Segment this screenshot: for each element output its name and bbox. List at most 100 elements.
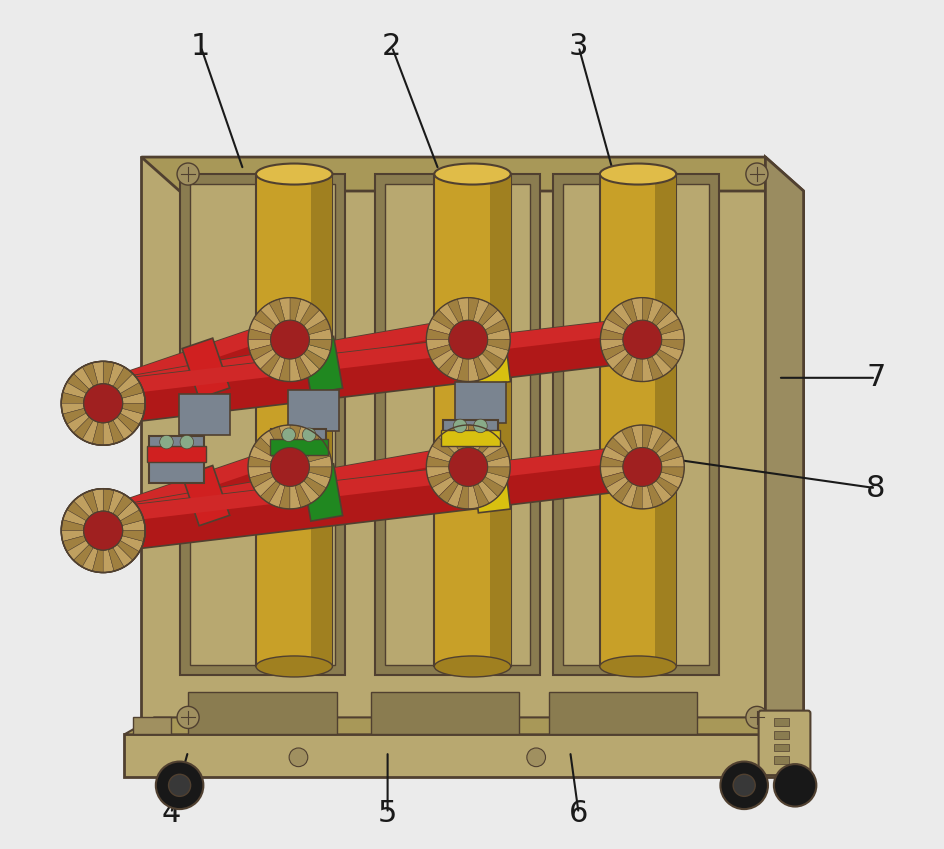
FancyBboxPatch shape [758,711,810,775]
Wedge shape [82,490,98,514]
Wedge shape [74,544,93,567]
Wedge shape [74,417,93,440]
Polygon shape [96,318,296,424]
Wedge shape [269,357,285,380]
Text: 5: 5 [378,799,396,828]
Wedge shape [307,472,330,488]
Wedge shape [93,549,103,572]
Wedge shape [67,413,90,433]
Wedge shape [122,520,145,531]
Wedge shape [484,472,508,488]
Wedge shape [61,392,84,403]
Wedge shape [651,481,671,503]
Wedge shape [74,494,93,517]
Wedge shape [103,489,114,512]
Wedge shape [62,509,86,526]
Wedge shape [295,484,311,508]
Wedge shape [67,501,90,521]
Wedge shape [658,446,683,462]
Wedge shape [253,476,276,497]
Wedge shape [478,430,497,453]
Wedge shape [67,413,90,433]
Wedge shape [438,481,458,503]
Wedge shape [447,484,463,508]
Wedge shape [290,486,300,509]
Polygon shape [99,318,466,396]
Wedge shape [431,349,454,369]
Wedge shape [278,425,290,448]
FancyBboxPatch shape [552,174,718,675]
Wedge shape [67,374,90,394]
Wedge shape [122,520,145,531]
Wedge shape [61,520,84,531]
Wedge shape [109,490,124,514]
Wedge shape [486,329,510,340]
Wedge shape [642,486,652,509]
Wedge shape [74,367,93,390]
Ellipse shape [599,164,676,184]
Wedge shape [117,413,140,433]
Wedge shape [93,362,103,385]
Wedge shape [253,437,276,458]
Wedge shape [103,489,114,512]
Wedge shape [103,549,114,572]
Wedge shape [486,340,510,351]
Wedge shape [120,536,143,552]
FancyBboxPatch shape [375,174,540,675]
Wedge shape [82,363,98,386]
Wedge shape [62,382,86,398]
Polygon shape [271,430,326,476]
Wedge shape [295,426,311,450]
Wedge shape [290,358,300,381]
Wedge shape [117,413,140,433]
Wedge shape [661,456,683,467]
Wedge shape [93,489,103,512]
Wedge shape [307,345,330,361]
Wedge shape [112,544,133,567]
Wedge shape [117,501,140,521]
Circle shape [302,428,315,441]
Wedge shape [117,374,140,394]
Wedge shape [103,549,114,572]
Wedge shape [431,476,454,497]
Circle shape [745,706,767,728]
Wedge shape [260,353,280,376]
Wedge shape [303,476,326,497]
Wedge shape [599,329,623,340]
Circle shape [156,762,203,809]
Wedge shape [62,536,86,552]
Polygon shape [188,692,336,734]
Ellipse shape [256,656,332,677]
Wedge shape [122,392,145,403]
Polygon shape [182,465,229,526]
Wedge shape [122,392,145,403]
Wedge shape [93,422,103,445]
Wedge shape [109,420,124,444]
Circle shape [773,764,816,807]
Wedge shape [612,353,632,376]
Wedge shape [484,345,508,361]
Wedge shape [67,374,90,394]
Wedge shape [112,367,133,390]
Wedge shape [93,422,103,445]
Wedge shape [438,353,458,376]
Wedge shape [473,484,489,508]
Wedge shape [642,358,652,381]
Text: 1: 1 [191,32,211,61]
Wedge shape [82,363,98,386]
Wedge shape [109,548,124,571]
Wedge shape [120,408,143,424]
Wedge shape [658,318,683,335]
FancyBboxPatch shape [599,174,676,666]
Wedge shape [468,298,479,321]
Wedge shape [661,340,683,351]
Circle shape [84,511,123,550]
Wedge shape [599,456,623,467]
Wedge shape [647,357,663,380]
Wedge shape [478,353,497,376]
Wedge shape [103,362,114,385]
Circle shape [177,706,199,728]
Wedge shape [601,318,625,335]
Wedge shape [486,467,510,478]
Polygon shape [100,318,641,396]
